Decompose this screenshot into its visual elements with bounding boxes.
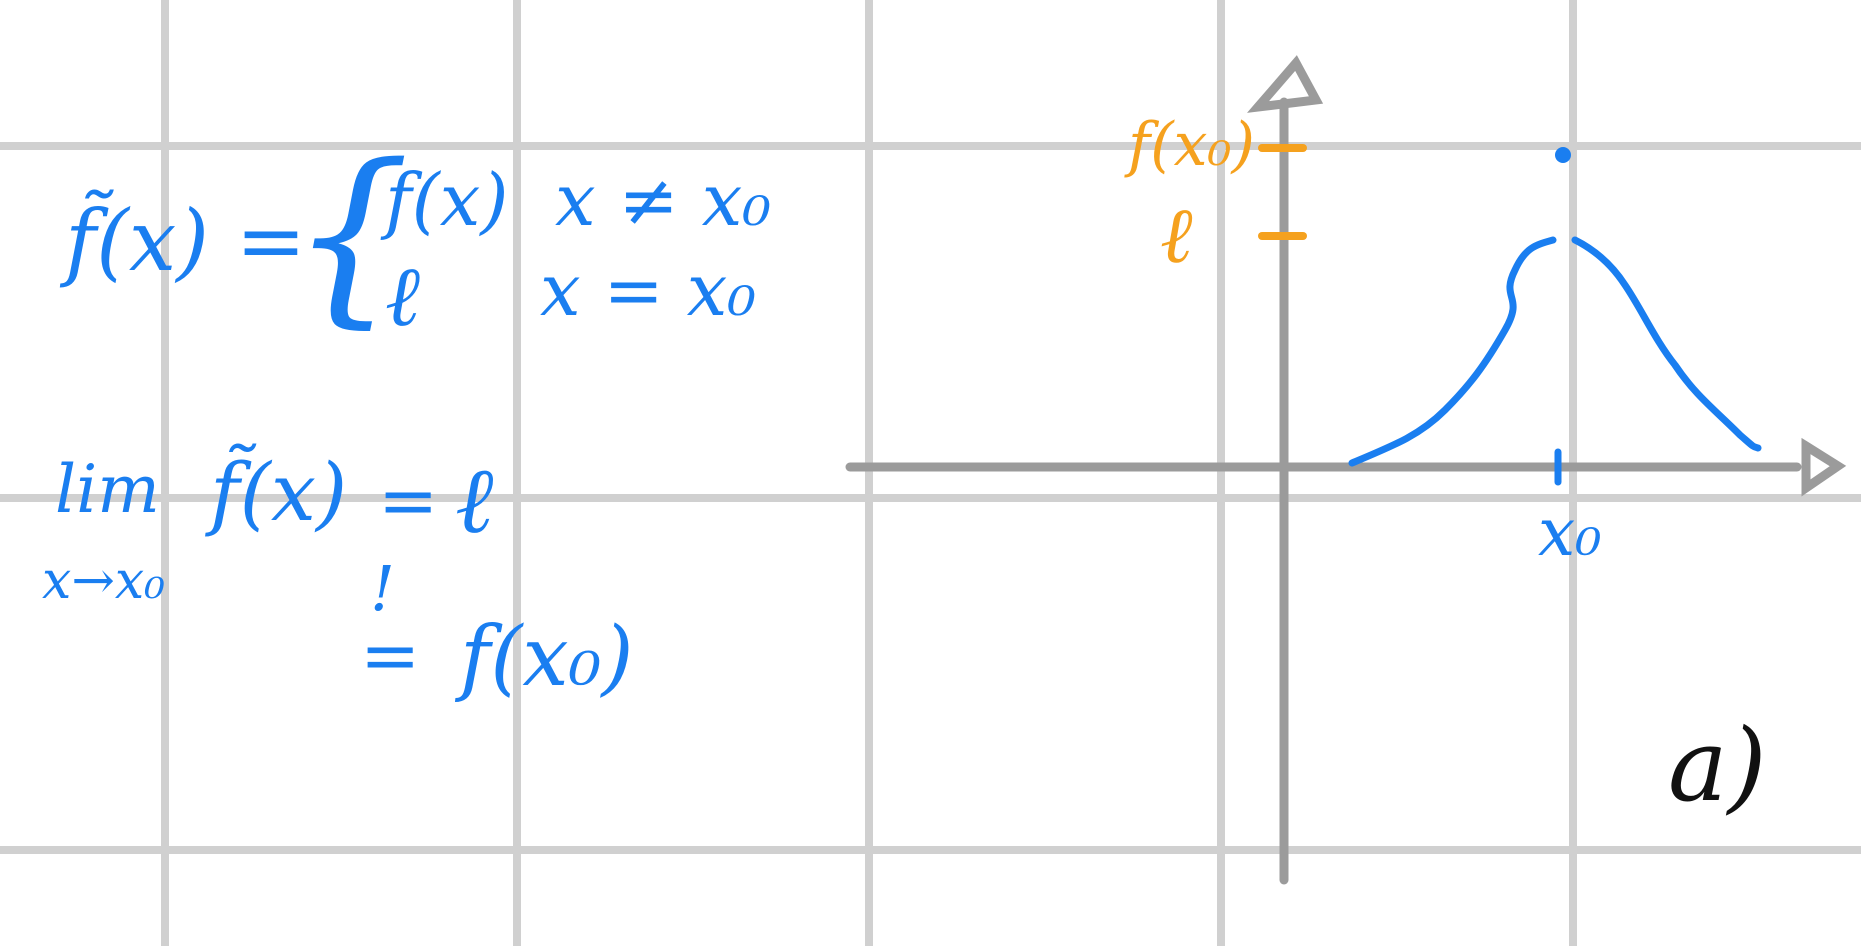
- case2-value: ℓ: [385, 247, 420, 345]
- lim-subscript: x→x₀: [42, 551, 165, 611]
- y-label-limit-l: ℓ: [1160, 191, 1193, 281]
- definition-lhs: f̃(x) =: [59, 190, 306, 290]
- value-at-point: f(x₀): [454, 610, 633, 705]
- x-axis-arrowhead: [1801, 437, 1847, 497]
- not-equal-mark: !: [370, 552, 395, 625]
- function-curve-left: [1348, 236, 1557, 467]
- case2-condition: x = x₀: [540, 248, 756, 332]
- limit-statement: lim x→x₀ f̃(x) = ℓ ! = f(x₀): [42, 443, 633, 705]
- part-label: a): [1668, 707, 1767, 824]
- limit-equals: =: [378, 458, 438, 542]
- left-brace: {: [290, 124, 411, 345]
- case1-condition: x ≠ x₀: [555, 158, 771, 242]
- case1-value: f(x): [380, 158, 508, 242]
- limit-result: ℓ: [455, 447, 493, 554]
- piecewise-definition: f̃(x) = { f(x) x ≠ x₀ ℓ x = x₀: [59, 124, 771, 345]
- y-label-f-of-x0: f(x₀): [1124, 110, 1255, 180]
- function-curve-right: [1571, 236, 1762, 452]
- lim-word: lim: [55, 451, 160, 528]
- x-label-x0: x₀: [1538, 494, 1602, 571]
- graph: f(x₀) ℓ x₀: [845, 55, 1847, 885]
- y-axis-arrowhead: [1246, 55, 1324, 113]
- isolated-point-f-of-x0: [1555, 147, 1571, 163]
- limit-function: f̃(x): [205, 443, 347, 539]
- limit-equals-second: =: [360, 613, 420, 697]
